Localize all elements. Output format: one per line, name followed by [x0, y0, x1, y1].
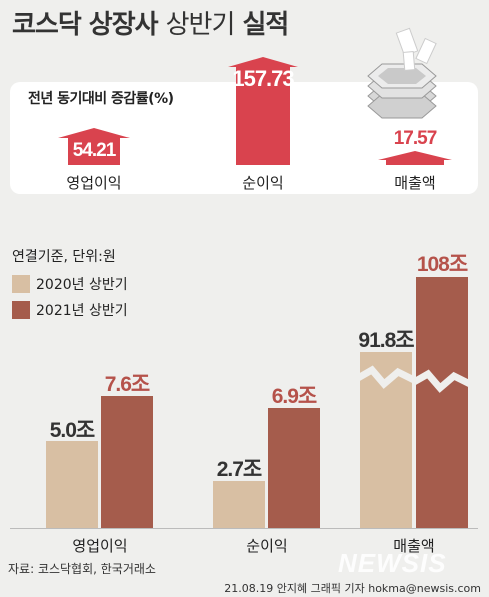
value-label-2020-operating-profit: 5.0조 — [49, 419, 96, 442]
credit-note: 21.08.19 안지혜 그래픽 기자 hokma@newsis.com — [224, 582, 481, 595]
value-label-2021-net-income: 6.9조 — [271, 385, 318, 408]
legend-swatch-2020 — [12, 275, 30, 293]
coin-stack-icon — [367, 63, 437, 119]
yoy-value-revenue: 17.57 — [393, 128, 438, 149]
bar-2021-revenue — [416, 277, 468, 528]
arrow-net-income — [228, 57, 298, 165]
category-label-operating-profit: 영업이익 — [72, 537, 128, 555]
bar-2020-operating-profit — [46, 441, 98, 528]
value-label-2021-revenue: 108조 — [416, 253, 468, 276]
title-part: 상반기 — [165, 10, 236, 40]
x-axis — [10, 528, 478, 529]
bar-2020-net-income — [213, 481, 265, 528]
legend-swatch-2021 — [12, 301, 30, 319]
page-title: 코스닥 상장사 상반기 실적 — [12, 4, 289, 41]
category-label-net-income: 순이익 — [246, 537, 288, 555]
yoy-value-operating-profit: 54.21 — [72, 140, 117, 161]
value-label-2020-net-income: 2.7조 — [216, 458, 263, 481]
bar-2021-operating-profit — [101, 396, 153, 528]
category-label-revenue: 매출액 — [393, 537, 435, 555]
legend-basis: 연결기준, 단위:원 — [12, 249, 116, 265]
yoy-category-net-income: 순이익 — [242, 174, 284, 192]
value-label-2020-revenue: 91.8조 — [358, 329, 414, 352]
newsis-watermark: NEWSIS — [338, 548, 447, 578]
arrow-operating-profit — [58, 128, 130, 165]
title-part: 실적 — [242, 10, 289, 40]
value-label-2021-operating-profit: 7.6조 — [104, 373, 151, 396]
yoy-category-operating-profit: 영업이익 — [66, 174, 122, 192]
legend-2021: 2021년 상반기 — [12, 300, 128, 320]
yoy-value-net-income: 157.73 — [232, 66, 294, 91]
banknote-icon — [395, 27, 437, 71]
yoy-arrows — [58, 27, 452, 165]
bar-2021-net-income — [268, 408, 320, 528]
title-part: 코스닥 상장사 — [12, 10, 159, 40]
legend-label-2021: 2021년 상반기 — [36, 303, 128, 319]
arrow-revenue — [378, 151, 452, 165]
legend-2020: 2020년 상반기 — [12, 274, 128, 294]
yoy-label: 전년 동기대비 증감률(%) — [28, 91, 174, 107]
source-note: 자료: 코스닥협회, 한국거래소 — [8, 562, 156, 576]
legend-label-2020: 2020년 상반기 — [36, 277, 128, 293]
yoy-category-revenue: 매출액 — [394, 174, 436, 192]
